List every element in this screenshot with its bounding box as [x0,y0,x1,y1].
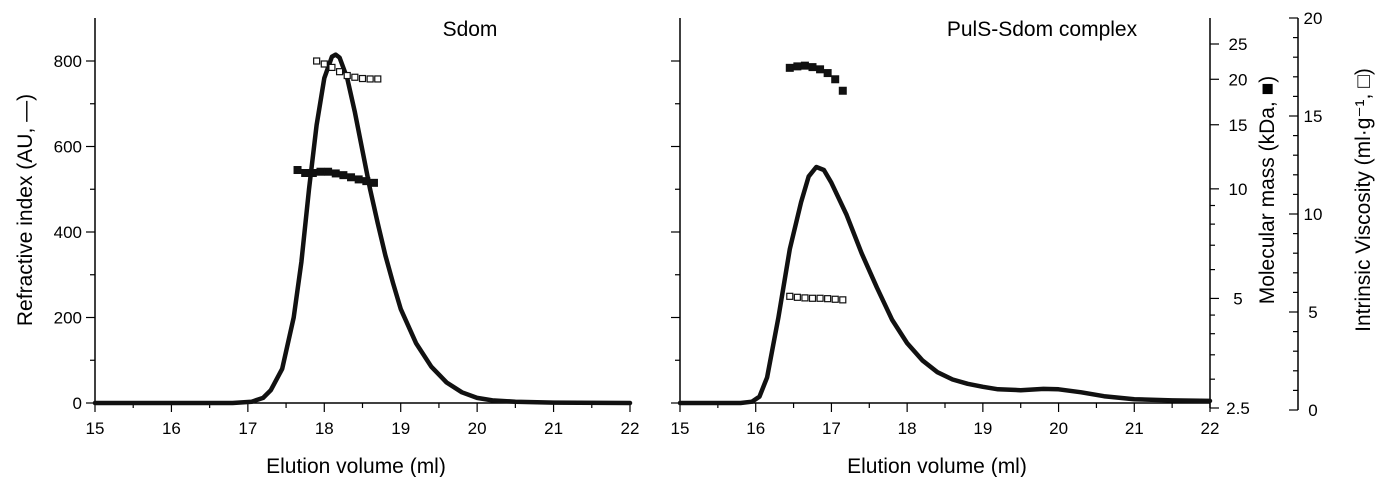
molecular-mass-point [838,86,847,95]
sdom-intrinsic-viscosity-points [313,57,382,83]
x-tick-label: 19 [391,419,410,438]
intrinsic-viscosity-point [839,296,847,304]
x-tick-label: 17 [822,419,841,438]
intrinsic-viscosity-axis-title: Intrinsic Viscosity (ml·g⁻¹, □) [1352,68,1375,332]
x-tick-label: 18 [898,419,917,438]
molecular-mass-point [293,166,302,175]
sdom-molecular-mass-points [293,166,378,187]
intrinsic-viscosity-tick-label: 5 [1308,303,1317,322]
sdom-refractive-index-line [92,52,633,406]
left-y-ticks: 0 200 400 600 800 [54,52,95,413]
x-tick-label: 16 [162,419,181,438]
molecular-mass-point [362,177,371,186]
intrinsic-viscosity-point [808,294,817,302]
intrinsic-viscosity-point [801,294,809,302]
intrinsic-viscosity-point [831,295,839,303]
intrinsic-viscosity-point [816,294,824,302]
intrinsic-viscosity-point [320,60,328,68]
y-tick-label: 400 [54,223,82,242]
right-x-ticks: 15 16 17 18 19 20 21 22 [671,403,1220,438]
x-tick-label: 18 [315,419,334,438]
molecular-mass-point [369,178,378,187]
molecular-mass-point [339,171,348,180]
intrinsic-viscosity-tick-label: 20 [1304,9,1323,28]
molecular-mass-point [301,169,310,178]
molecular-mass-point [793,62,802,71]
right-x-axis-title: Elution volume (ml) [847,455,1027,477]
intrinsic-viscosity-ticks: 0 5 10 15 20 [1289,9,1322,420]
molecular-mass-point [347,173,356,182]
molecular-mass-point [308,169,317,178]
intrinsic-viscosity-tick-label: 10 [1304,205,1323,224]
molecular-mass-tick-label: 20 [1229,70,1248,89]
y-tick-label: 600 [54,138,82,157]
intrinsic-viscosity-point [786,292,794,300]
molecular-mass-point [831,75,840,84]
complex-molecular-mass-points [785,61,847,95]
intrinsic-viscosity-tick-label: 0 [1308,401,1317,420]
molecular-mass-tick-label: 15 [1229,116,1248,135]
complex-refractive-index-line [677,164,1213,406]
x-tick-label: 15 [86,419,105,438]
y-tick-label: 0 [73,394,82,413]
sdom-panel: 15 16 17 18 19 20 21 22 0 200 400 600 800 Sdom Elut… [14,18,639,477]
intrinsic-viscosity-point [343,71,351,80]
molecular-mass-point [808,63,817,72]
molecular-mass-tick-label: 5 [1233,289,1242,308]
molecular-mass-point [324,167,333,176]
right-frame-ticks [671,60,680,404]
intrinsic-viscosity-point [366,75,374,83]
x-tick-label: 22 [621,419,640,438]
intrinsic-viscosity-point [374,75,382,83]
x-tick-label: 17 [238,419,257,438]
x-tick-label: 20 [1049,419,1068,438]
y-tick-label: 800 [54,52,82,71]
molecular-mass-tick-label: 2.5 [1226,399,1250,418]
intrinsic-viscosity-point [358,74,367,83]
molecular-mass-point [823,69,832,78]
x-tick-label: 16 [746,419,765,438]
molecular-mass-point [354,175,363,184]
left-y-axis-title: Refractive index (AU, —) [14,94,37,326]
intrinsic-viscosity-point [313,57,321,65]
intrinsic-viscosity-point [351,73,359,81]
left-x-ticks: 15 16 17 18 19 20 21 22 [86,403,640,438]
puls-sdom-panel: 15 16 17 18 19 20 21 22 2.5 5 10 15 20 25 0 5 10 15 20 P… [671,9,1375,477]
molecular-mass-tick-label: 10 [1229,180,1248,199]
x-tick-label: 21 [544,419,563,438]
molecular-mass-point [316,167,325,176]
molecular-mass-point [785,63,794,72]
molecular-mass-ticks: 2.5 5 10 15 20 25 [1210,35,1250,418]
intrinsic-viscosity-point [824,295,832,303]
intrinsic-viscosity-point [793,293,801,301]
intrinsic-viscosity-tick-label: 15 [1304,107,1323,126]
left-x-axis-title: Elution volume (ml) [266,455,446,477]
molecular-mass-point [816,65,825,74]
complex-intrinsic-viscosity-points [786,292,847,304]
molecular-mass-tick-label: 25 [1229,35,1248,54]
complex-panel-title: PulS-Sdom complex [947,18,1138,41]
molecular-mass-point [800,61,809,70]
x-tick-label: 15 [671,419,690,438]
x-tick-label: 22 [1201,419,1220,438]
y-tick-label: 200 [54,309,82,328]
x-tick-label: 20 [468,419,487,438]
intrinsic-viscosity-point [335,68,344,76]
molecular-mass-axis-title: Molecular mass (kDa, ■) [1256,76,1279,305]
x-tick-label: 19 [973,419,992,438]
intrinsic-viscosity-point [328,63,336,72]
molecular-mass-point [331,169,340,178]
x-tick-label: 21 [1125,419,1144,438]
sdom-panel-title: Sdom [443,18,498,41]
